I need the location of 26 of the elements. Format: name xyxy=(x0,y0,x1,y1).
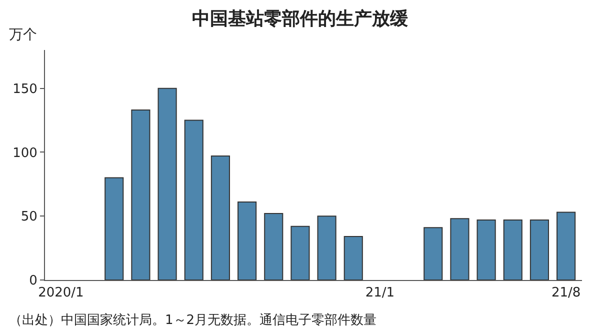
bar xyxy=(450,218,470,280)
bar xyxy=(290,226,310,280)
bar xyxy=(424,227,443,280)
bar xyxy=(238,202,257,280)
x-tick-label: 21/8 xyxy=(551,286,581,301)
bar xyxy=(530,219,549,280)
x-tick-label: 21/1 xyxy=(365,286,395,301)
y-axis-title: 万个 xyxy=(9,27,37,43)
x-tick-label: 2020/1 xyxy=(38,286,84,301)
bar xyxy=(264,213,284,280)
chart-title: 中国基站零部件的生产放缓 xyxy=(192,8,409,30)
bar xyxy=(344,236,363,280)
bar xyxy=(317,216,336,280)
bar xyxy=(503,219,522,280)
bar xyxy=(184,120,204,280)
bar xyxy=(158,88,177,280)
y-tick-label: 100 xyxy=(12,146,38,161)
bar xyxy=(556,212,576,280)
y-tick-label: 150 xyxy=(12,82,38,97)
bar xyxy=(210,156,230,280)
bar xyxy=(104,177,124,280)
bar xyxy=(131,110,150,280)
bar xyxy=(476,219,496,280)
y-tick-label: 50 xyxy=(20,210,38,225)
text: （出处）中国国家统计局。1～2月无数据。通信电子零部件数量 xyxy=(9,312,377,328)
y-tick-label: 0 xyxy=(29,274,38,289)
